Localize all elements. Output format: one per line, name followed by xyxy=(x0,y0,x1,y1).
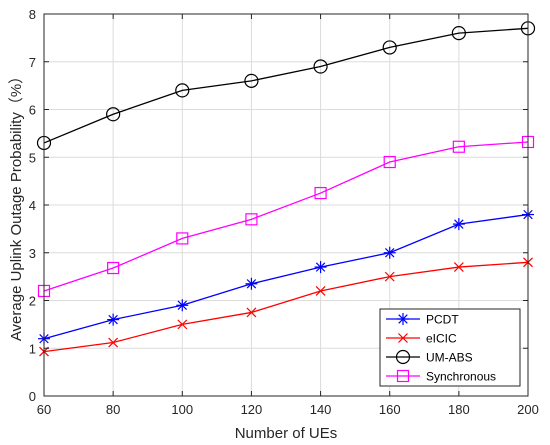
x-tick-label: 160 xyxy=(379,402,401,417)
legend-item: eICIC xyxy=(386,332,457,346)
data-point xyxy=(107,313,120,326)
y-tick-label: 3 xyxy=(29,246,36,261)
legend-item: UM-ABS xyxy=(386,349,473,365)
legend: PCDT eICIC UM-ABS Synchronous xyxy=(379,308,521,387)
data-point xyxy=(107,261,120,275)
data-point xyxy=(452,218,465,231)
data-point xyxy=(108,337,119,348)
series-eicic xyxy=(39,257,533,357)
data-point xyxy=(384,271,395,282)
series-line xyxy=(43,213,529,340)
data-point xyxy=(382,40,397,55)
legend-marker xyxy=(397,313,409,325)
legend-marker xyxy=(396,369,410,383)
data-point xyxy=(177,319,188,330)
data-point xyxy=(106,107,121,122)
data-point xyxy=(245,277,258,290)
data-point xyxy=(314,261,327,274)
y-tick-label: 2 xyxy=(29,294,36,309)
legend-item: PCDT xyxy=(386,313,459,327)
data-point xyxy=(314,186,327,200)
data-point xyxy=(176,232,189,245)
data-point xyxy=(245,213,258,226)
legend-item: Synchronous xyxy=(386,370,496,384)
x-tick-label: 120 xyxy=(241,402,263,417)
data-point xyxy=(313,59,328,74)
data-point xyxy=(244,73,259,88)
y-tick-label: 5 xyxy=(29,150,36,165)
data-point xyxy=(452,140,465,153)
series-um-abs xyxy=(36,21,536,151)
x-tick-label: 100 xyxy=(171,402,193,417)
legend-label: Synchronous xyxy=(426,370,496,384)
y-tick-label: 6 xyxy=(29,103,36,118)
series-line xyxy=(43,141,529,292)
axis-ticks: 60 80 100 120 140 160 180 200 0 1 2 3 4 5 6 7 8 xyxy=(29,7,539,417)
x-tick-label: 140 xyxy=(310,402,332,417)
legend-label: eICIC xyxy=(426,332,457,346)
y-tick-label: 8 xyxy=(29,7,36,22)
data-point xyxy=(175,83,190,98)
x-axis-label: Number of UEs xyxy=(235,425,338,442)
data-point xyxy=(451,25,466,41)
legend-label: UM-ABS xyxy=(426,351,473,365)
x-tick-label: 60 xyxy=(37,402,51,417)
y-axis-label: Average Uplink Outage Probability（%） xyxy=(8,69,25,341)
x-tick-label: 180 xyxy=(448,402,470,417)
legend-marker xyxy=(395,349,411,365)
y-tick-label: 0 xyxy=(29,389,36,404)
x-tick-label: 200 xyxy=(517,402,539,417)
data-point xyxy=(315,286,326,296)
series-line xyxy=(43,261,529,353)
y-tick-label: 4 xyxy=(29,198,36,213)
legend-marker xyxy=(398,333,408,343)
data-point xyxy=(246,307,257,318)
data-point xyxy=(383,155,396,169)
data-point xyxy=(383,246,396,259)
series-line xyxy=(43,27,529,144)
data-point xyxy=(176,299,189,312)
x-tick-label: 80 xyxy=(106,402,120,417)
y-tick-label: 7 xyxy=(29,55,36,70)
y-tick-label: 1 xyxy=(29,341,36,356)
data-point xyxy=(453,262,464,272)
legend-label: PCDT xyxy=(426,313,459,327)
